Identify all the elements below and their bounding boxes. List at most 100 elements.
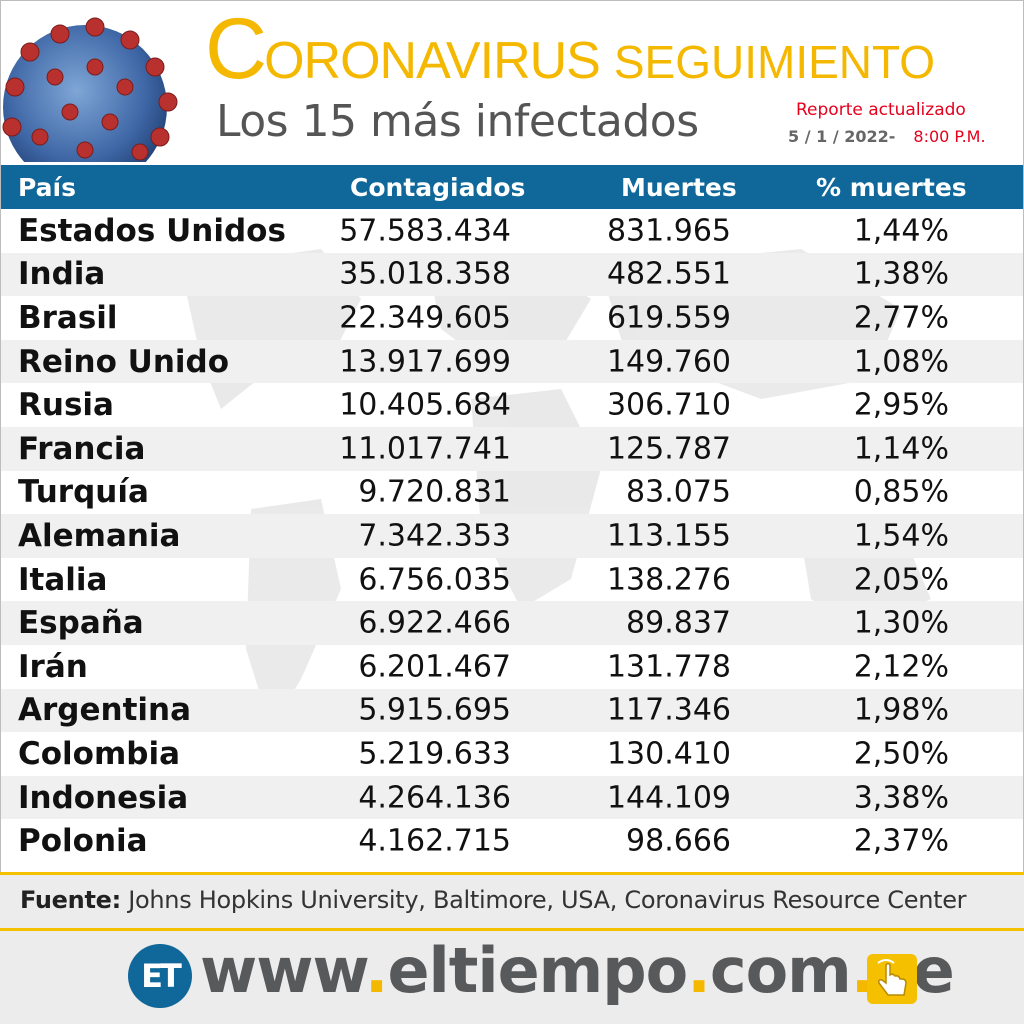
table-row: Turquía 9.720.831 83.075 0,85% xyxy=(1,471,1023,515)
cell-cases: 22.349.605 xyxy=(339,300,511,336)
cell-cases: 4.264.136 xyxy=(358,780,511,816)
source-text: Johns Hopkins University, Baltimore, USA… xyxy=(120,886,967,914)
cell-country: Colombia xyxy=(18,735,181,772)
cell-pct: 0,85% xyxy=(853,474,949,510)
report-date-value: 5 / 1 / 2022- xyxy=(788,127,896,146)
cell-country: Reino Unido xyxy=(18,343,230,380)
page-title: CORONAVIRUS SEGUIMIENTO xyxy=(205,6,935,105)
table-row: Reino Unido 13.917.699 149.760 1,08% xyxy=(1,339,1023,384)
page-subtitle: Los 15 más infectados xyxy=(216,96,699,147)
cell-pct: 1,30% xyxy=(853,605,949,641)
cell-cases: 13.917.699 xyxy=(339,344,511,380)
cell-pct: 2,77% xyxy=(853,300,949,336)
cell-deaths: 98.666 xyxy=(626,823,731,859)
cell-deaths: 482.551 xyxy=(606,256,731,292)
cell-country: Argentina xyxy=(18,692,191,729)
cell-deaths: 831.965 xyxy=(606,213,731,249)
divider-bottom xyxy=(0,928,1024,931)
cell-cases: 4.162.715 xyxy=(358,823,511,859)
title-rest: ORONAVIRUS xyxy=(264,32,601,90)
table-row: Polonia 4.162.715 98.666 2,37% xyxy=(1,819,1023,863)
cell-cases: 7.342.353 xyxy=(358,518,511,554)
cell-pct: 1,38% xyxy=(853,256,949,292)
cell-country: Indonesia xyxy=(18,779,189,816)
cell-cases: 5.915.695 xyxy=(358,692,511,728)
site-dot: . xyxy=(687,934,711,1007)
cell-country: Irán xyxy=(18,648,88,685)
column-header-deaths: Muertes xyxy=(621,172,737,202)
column-header-cases: Contagiados xyxy=(350,172,526,202)
cell-deaths: 83.075 xyxy=(626,474,731,510)
coronavirus-icon xyxy=(2,17,178,162)
cell-country: Alemania xyxy=(18,517,181,554)
table-row: Italia 6.756.035 138.276 2,05% xyxy=(1,558,1023,602)
site-part-com: com xyxy=(709,934,852,1007)
cell-deaths: 619.559 xyxy=(606,300,731,336)
source-label: Fuente: xyxy=(20,886,121,914)
cell-pct: 1,14% xyxy=(853,431,949,467)
cell-pct: 1,44% xyxy=(853,213,949,249)
table-row: Irán 6.201.467 131.778 2,12% xyxy=(1,645,1023,689)
cell-pct: 2,12% xyxy=(853,649,949,685)
cell-country: España xyxy=(18,605,144,642)
cell-cases: 57.583.434 xyxy=(339,213,511,249)
table-row: India 35.018.358 482.551 1,38% xyxy=(1,252,1023,297)
cell-deaths: 117.346 xyxy=(606,692,731,728)
table-row: Alemania 7.342.353 113.155 1,54% xyxy=(1,514,1023,558)
cell-deaths: 138.276 xyxy=(606,562,731,598)
cell-pct: 2,37% xyxy=(853,823,949,859)
title-sub: SEGUIMIENTO xyxy=(613,36,936,88)
table-row: Indonesia 4.264.136 144.109 3,38% xyxy=(1,775,1023,820)
cell-pct: 3,38% xyxy=(853,780,949,816)
table-row: Francia 11.017.741 125.787 1,14% xyxy=(1,426,1023,471)
cell-country: Polonia xyxy=(18,823,148,860)
site-part-www: www xyxy=(200,934,366,1007)
cell-pct: 2,95% xyxy=(853,387,949,423)
cell-deaths: 125.787 xyxy=(606,431,731,467)
cell-cases: 6.201.467 xyxy=(358,649,511,685)
table-body: Estados Unidos 57.583.434 831.965 1,44% Indi… xyxy=(1,209,1023,863)
site-dot: . xyxy=(364,934,389,1007)
cell-deaths: 306.710 xyxy=(606,387,731,423)
cell-cases: 35.018.358 xyxy=(339,256,511,292)
cell-cases: 6.756.035 xyxy=(358,562,511,598)
cell-pct: 1,54% xyxy=(853,518,949,554)
table-row: Brasil 22.349.605 619.559 2,77% xyxy=(1,296,1023,340)
table-row: España 6.922.466 89.837 1,30% xyxy=(1,601,1023,645)
divider-top xyxy=(0,872,1024,875)
cell-country: Rusia xyxy=(18,387,114,424)
site-part-name: eltiempo xyxy=(387,934,688,1007)
cell-pct: 1,08% xyxy=(853,344,949,380)
cell-deaths: 149.760 xyxy=(606,344,731,380)
report-time: 8:00 P.M. xyxy=(913,127,986,146)
cell-deaths: 144.109 xyxy=(606,780,731,816)
table-row: Argentina 5.915.695 117.346 1,98% xyxy=(1,688,1023,733)
cell-cases: 11.017.741 xyxy=(339,431,511,467)
cell-cases: 6.922.466 xyxy=(358,605,511,641)
table-row: Rusia 10.405.684 306.710 2,95% xyxy=(1,383,1023,427)
cell-country: Francia xyxy=(18,430,146,467)
website-link[interactable]: www.eltiempo.com.ve xyxy=(200,934,955,1007)
report-date: 5 / 1 / 2022- 8:00 P.M. xyxy=(788,127,986,146)
cell-country: Italia xyxy=(18,561,108,598)
pointing-hand-icon xyxy=(867,954,917,1004)
table-header: País Contagiados Muertes % muertes xyxy=(1,165,1023,209)
cell-country: Turquía xyxy=(18,474,149,511)
column-header-percent: % muertes xyxy=(816,172,967,202)
cell-pct: 2,50% xyxy=(853,736,949,772)
cell-deaths: 131.778 xyxy=(606,649,731,685)
cell-pct: 2,05% xyxy=(853,562,949,598)
et-logo: ET xyxy=(128,944,192,1008)
column-header-country: País xyxy=(18,172,76,202)
cell-deaths: 89.837 xyxy=(626,605,731,641)
cell-country: India xyxy=(18,256,106,293)
source-line: Fuente: Johns Hopkins University, Baltim… xyxy=(20,886,967,914)
report-label: Reporte actualizado xyxy=(796,100,966,120)
cell-pct: 1,98% xyxy=(853,692,949,728)
source-band xyxy=(0,875,1024,928)
cell-country: Estados Unidos xyxy=(18,212,286,249)
cell-deaths: 113.155 xyxy=(606,518,731,554)
cell-cases: 9.720.831 xyxy=(358,474,511,510)
cell-country: Brasil xyxy=(18,299,118,336)
cell-cases: 10.405.684 xyxy=(339,387,511,423)
